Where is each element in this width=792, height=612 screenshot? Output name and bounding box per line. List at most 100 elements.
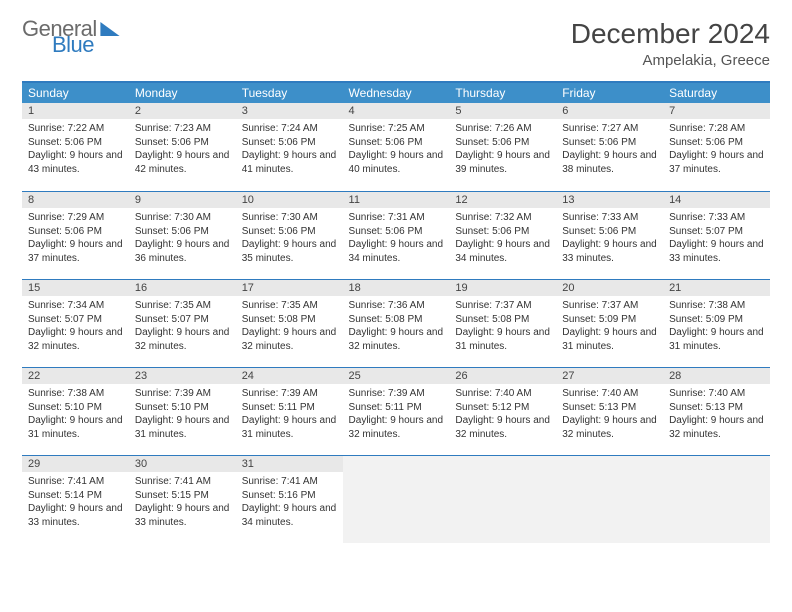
- daylight-line: Daylight: 9 hours and 37 minutes.: [669, 149, 764, 176]
- day-body: Sunrise: 7:38 AMSunset: 5:09 PMDaylight:…: [663, 296, 770, 359]
- day-number: 21: [663, 279, 770, 296]
- calendar-cell: 21Sunrise: 7:38 AMSunset: 5:09 PMDayligh…: [663, 279, 770, 367]
- sunset-line: Sunset: 5:11 PM: [349, 401, 444, 415]
- logo: General Blue: [22, 18, 118, 56]
- day-number: 16: [129, 279, 236, 296]
- calendar-cell: 23Sunrise: 7:39 AMSunset: 5:10 PMDayligh…: [129, 367, 236, 455]
- calendar-cell: 18Sunrise: 7:36 AMSunset: 5:08 PMDayligh…: [343, 279, 450, 367]
- day-body: Sunrise: 7:39 AMSunset: 5:11 PMDaylight:…: [343, 384, 450, 447]
- day-body: Sunrise: 7:33 AMSunset: 5:06 PMDaylight:…: [556, 208, 663, 271]
- day-number: 8: [22, 191, 129, 208]
- sunrise-line: Sunrise: 7:37 AM: [562, 299, 657, 313]
- sunset-line: Sunset: 5:13 PM: [669, 401, 764, 415]
- sunset-line: Sunset: 5:10 PM: [28, 401, 123, 415]
- day-number: 1: [22, 103, 129, 119]
- daylight-line: Daylight: 9 hours and 33 minutes.: [562, 238, 657, 265]
- calendar-cell: 20Sunrise: 7:37 AMSunset: 5:09 PMDayligh…: [556, 279, 663, 367]
- calendar-cell: 24Sunrise: 7:39 AMSunset: 5:11 PMDayligh…: [236, 367, 343, 455]
- daylight-line: Daylight: 9 hours and 41 minutes.: [242, 149, 337, 176]
- sunset-line: Sunset: 5:06 PM: [562, 225, 657, 239]
- calendar-cell: 25Sunrise: 7:39 AMSunset: 5:11 PMDayligh…: [343, 367, 450, 455]
- daylight-line: Daylight: 9 hours and 31 minutes.: [28, 414, 123, 441]
- sunrise-line: Sunrise: 7:39 AM: [135, 387, 230, 401]
- calendar-cell: 14Sunrise: 7:33 AMSunset: 5:07 PMDayligh…: [663, 191, 770, 279]
- daylight-line: Daylight: 9 hours and 37 minutes.: [28, 238, 123, 265]
- page-title: December 2024: [571, 18, 770, 50]
- day-body: Sunrise: 7:34 AMSunset: 5:07 PMDaylight:…: [22, 296, 129, 359]
- page-subtitle: Ampelakia, Greece: [571, 52, 770, 69]
- daylight-line: Daylight: 9 hours and 33 minutes.: [669, 238, 764, 265]
- daylight-line: Daylight: 9 hours and 32 minutes.: [669, 414, 764, 441]
- calendar-cell: 8Sunrise: 7:29 AMSunset: 5:06 PMDaylight…: [22, 191, 129, 279]
- sunrise-line: Sunrise: 7:37 AM: [455, 299, 550, 313]
- calendar-cell: 6Sunrise: 7:27 AMSunset: 5:06 PMDaylight…: [556, 103, 663, 191]
- calendar-cell: 13Sunrise: 7:33 AMSunset: 5:06 PMDayligh…: [556, 191, 663, 279]
- sunset-line: Sunset: 5:14 PM: [28, 489, 123, 503]
- day-number: 22: [22, 367, 129, 384]
- sunset-line: Sunset: 5:06 PM: [28, 225, 123, 239]
- sunset-line: Sunset: 5:08 PM: [349, 313, 444, 327]
- sunset-line: Sunset: 5:06 PM: [455, 136, 550, 150]
- day-body: Sunrise: 7:37 AMSunset: 5:08 PMDaylight:…: [449, 296, 556, 359]
- sunset-line: Sunset: 5:09 PM: [562, 313, 657, 327]
- sunrise-line: Sunrise: 7:41 AM: [242, 475, 337, 489]
- daylight-line: Daylight: 9 hours and 34 minutes.: [349, 238, 444, 265]
- sunset-line: Sunset: 5:15 PM: [135, 489, 230, 503]
- calendar-cell: 30Sunrise: 7:41 AMSunset: 5:15 PMDayligh…: [129, 455, 236, 543]
- daylight-line: Daylight: 9 hours and 35 minutes.: [242, 238, 337, 265]
- day-body: Sunrise: 7:24 AMSunset: 5:06 PMDaylight:…: [236, 119, 343, 182]
- sunset-line: Sunset: 5:16 PM: [242, 489, 337, 503]
- day-number: 25: [343, 367, 450, 384]
- calendar-cell: 1Sunrise: 7:22 AMSunset: 5:06 PMDaylight…: [22, 103, 129, 191]
- logo-text-blue: Blue: [52, 34, 118, 56]
- calendar-cell: 15Sunrise: 7:34 AMSunset: 5:07 PMDayligh…: [22, 279, 129, 367]
- day-body: Sunrise: 7:33 AMSunset: 5:07 PMDaylight:…: [663, 208, 770, 271]
- daylight-line: Daylight: 9 hours and 31 minutes.: [242, 414, 337, 441]
- day-number: 12: [449, 191, 556, 208]
- weekday-header: Thursday: [449, 82, 556, 103]
- sunrise-line: Sunrise: 7:22 AM: [28, 122, 123, 136]
- calendar-cell: 17Sunrise: 7:35 AMSunset: 5:08 PMDayligh…: [236, 279, 343, 367]
- sunset-line: Sunset: 5:06 PM: [349, 136, 444, 150]
- day-number: 3: [236, 103, 343, 119]
- sunset-line: Sunset: 5:07 PM: [28, 313, 123, 327]
- day-number: 20: [556, 279, 663, 296]
- daylight-line: Daylight: 9 hours and 40 minutes.: [349, 149, 444, 176]
- sunrise-line: Sunrise: 7:31 AM: [349, 211, 444, 225]
- daylight-line: Daylight: 9 hours and 34 minutes.: [455, 238, 550, 265]
- sunset-line: Sunset: 5:10 PM: [135, 401, 230, 415]
- daylight-line: Daylight: 9 hours and 33 minutes.: [135, 502, 230, 529]
- sunset-line: Sunset: 5:08 PM: [242, 313, 337, 327]
- sunset-line: Sunset: 5:06 PM: [135, 225, 230, 239]
- day-body: Sunrise: 7:30 AMSunset: 5:06 PMDaylight:…: [236, 208, 343, 271]
- daylight-line: Daylight: 9 hours and 32 minutes.: [242, 326, 337, 353]
- day-number: 18: [343, 279, 450, 296]
- sunset-line: Sunset: 5:06 PM: [562, 136, 657, 150]
- calendar-cell: 28Sunrise: 7:40 AMSunset: 5:13 PMDayligh…: [663, 367, 770, 455]
- calendar-cell: 9Sunrise: 7:30 AMSunset: 5:06 PMDaylight…: [129, 191, 236, 279]
- calendar-cell: 3Sunrise: 7:24 AMSunset: 5:06 PMDaylight…: [236, 103, 343, 191]
- calendar-cell: 26Sunrise: 7:40 AMSunset: 5:12 PMDayligh…: [449, 367, 556, 455]
- daylight-line: Daylight: 9 hours and 38 minutes.: [562, 149, 657, 176]
- day-number: 14: [663, 191, 770, 208]
- day-body: Sunrise: 7:35 AMSunset: 5:07 PMDaylight:…: [129, 296, 236, 359]
- daylight-line: Daylight: 9 hours and 32 minutes.: [562, 414, 657, 441]
- day-number: 30: [129, 455, 236, 472]
- day-number: 10: [236, 191, 343, 208]
- day-number: 27: [556, 367, 663, 384]
- header: General Blue December 2024 Ampelakia, Gr…: [22, 18, 770, 69]
- sunset-line: Sunset: 5:06 PM: [349, 225, 444, 239]
- sunset-line: Sunset: 5:07 PM: [669, 225, 764, 239]
- sunset-line: Sunset: 5:13 PM: [562, 401, 657, 415]
- sunrise-line: Sunrise: 7:39 AM: [349, 387, 444, 401]
- sunrise-line: Sunrise: 7:38 AM: [669, 299, 764, 313]
- sunrise-line: Sunrise: 7:36 AM: [349, 299, 444, 313]
- day-body: Sunrise: 7:28 AMSunset: 5:06 PMDaylight:…: [663, 119, 770, 182]
- calendar-cell: 2Sunrise: 7:23 AMSunset: 5:06 PMDaylight…: [129, 103, 236, 191]
- day-number: 9: [129, 191, 236, 208]
- daylight-line: Daylight: 9 hours and 32 minutes.: [455, 414, 550, 441]
- calendar-cell: 16Sunrise: 7:35 AMSunset: 5:07 PMDayligh…: [129, 279, 236, 367]
- weekday-header: Friday: [556, 82, 663, 103]
- calendar-cell: ..: [663, 455, 770, 543]
- day-body: Sunrise: 7:23 AMSunset: 5:06 PMDaylight:…: [129, 119, 236, 182]
